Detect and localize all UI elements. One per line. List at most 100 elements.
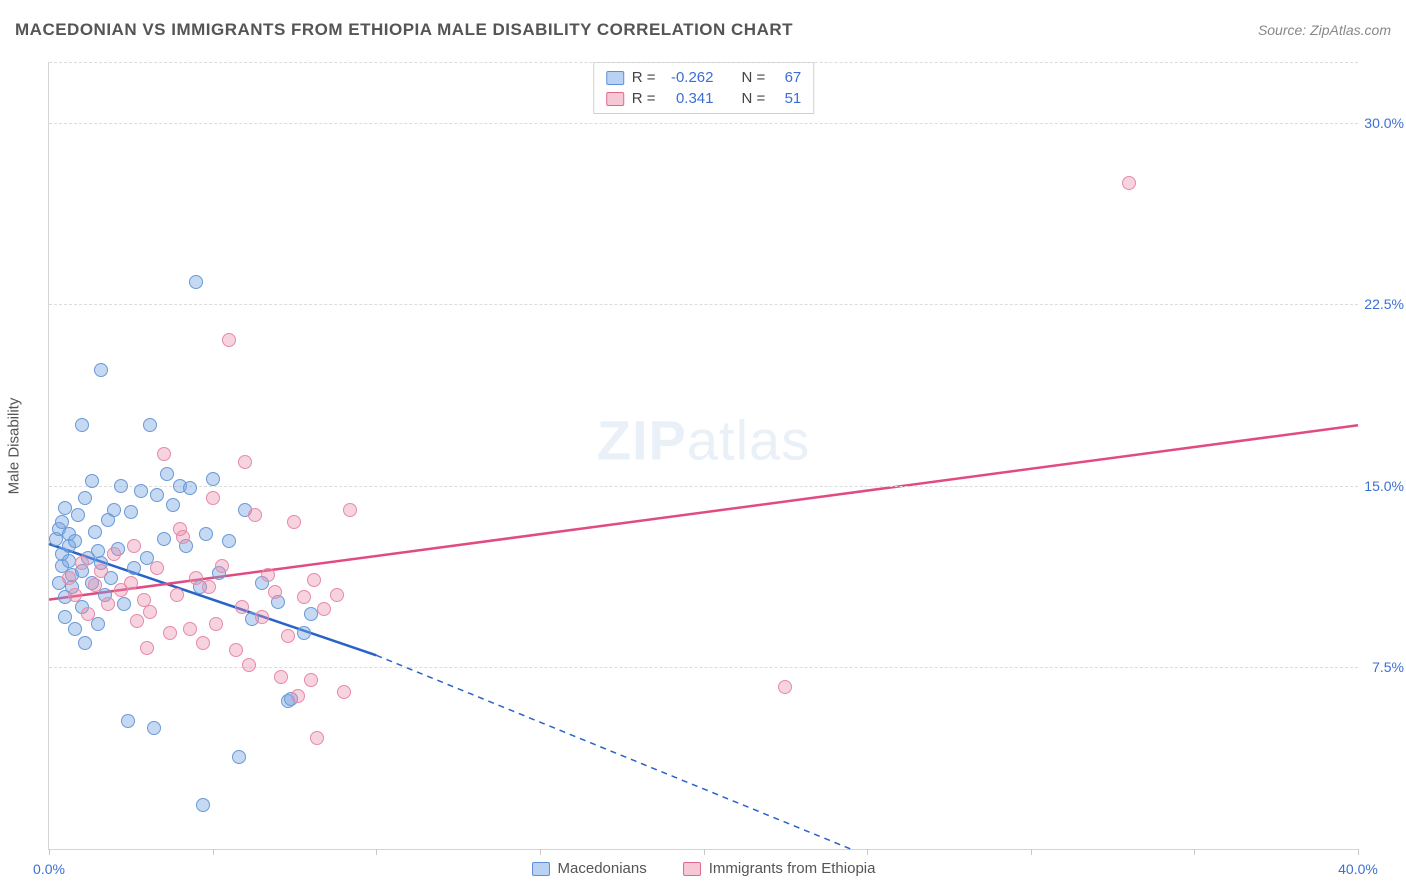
data-point — [202, 580, 216, 594]
data-point — [160, 467, 174, 481]
data-point — [127, 561, 141, 575]
y-tick-label: 15.0% — [1360, 478, 1404, 494]
data-point — [222, 333, 236, 347]
data-point — [297, 590, 311, 604]
series-legend-item: Macedonians — [532, 860, 647, 877]
data-point — [94, 564, 108, 578]
data-point — [157, 447, 171, 461]
data-point — [173, 522, 187, 536]
data-point — [78, 491, 92, 505]
data-point — [130, 614, 144, 628]
data-point — [291, 689, 305, 703]
data-point — [343, 503, 357, 517]
data-point — [310, 731, 324, 745]
data-point — [183, 481, 197, 495]
data-point — [1122, 176, 1136, 190]
x-tick-label: 40.0% — [1338, 861, 1378, 877]
data-point — [150, 488, 164, 502]
chart-title: MACEDONIAN VS IMMIGRANTS FROM ETHIOPIA M… — [15, 20, 793, 40]
data-point — [287, 515, 301, 529]
data-point — [157, 532, 171, 546]
data-point — [114, 479, 128, 493]
data-point — [297, 626, 311, 640]
data-point — [68, 588, 82, 602]
r-value: 0.341 — [664, 90, 714, 107]
data-point — [163, 626, 177, 640]
data-point — [166, 498, 180, 512]
correlation-legend: R =-0.262N =67R =0.341N =51 — [593, 62, 815, 114]
data-point — [242, 658, 256, 672]
data-point — [232, 750, 246, 764]
data-point — [183, 622, 197, 636]
data-point — [107, 503, 121, 517]
legend-swatch — [606, 92, 624, 106]
y-tick-label: 7.5% — [1360, 659, 1404, 675]
data-point — [94, 363, 108, 377]
legend-swatch — [683, 862, 701, 876]
correlation-legend-row: R = 0.341 N = 51 — [606, 88, 802, 109]
y-axis-label: Male Disability — [6, 398, 23, 495]
x-tick-label: 0.0% — [33, 861, 65, 877]
data-point — [140, 641, 154, 655]
data-point — [235, 600, 249, 614]
data-point — [281, 629, 295, 643]
data-point — [88, 578, 102, 592]
n-label: N = — [742, 90, 766, 107]
data-point — [147, 721, 161, 735]
series-legend-label: Immigrants from Ethiopia — [709, 860, 876, 877]
data-point — [78, 636, 92, 650]
data-point — [778, 680, 792, 694]
x-tick — [704, 849, 705, 855]
series-legend-label: Macedonians — [558, 860, 647, 877]
correlation-legend-row: R =-0.262N =67 — [606, 67, 802, 88]
gridline — [49, 123, 1358, 124]
data-point — [170, 588, 184, 602]
r-label: R = — [632, 90, 656, 107]
data-point — [206, 472, 220, 486]
n-label: N = — [742, 69, 766, 86]
data-point — [317, 602, 331, 616]
data-point — [196, 798, 210, 812]
data-point — [88, 525, 102, 539]
gridline — [49, 304, 1358, 305]
r-label: R = — [632, 69, 656, 86]
data-point — [134, 484, 148, 498]
data-point — [58, 501, 72, 515]
x-tick — [376, 849, 377, 855]
data-point — [71, 508, 85, 522]
data-point — [261, 568, 275, 582]
data-point — [85, 474, 99, 488]
data-point — [101, 597, 115, 611]
data-point — [150, 561, 164, 575]
data-point — [81, 607, 95, 621]
data-point — [337, 685, 351, 699]
data-point — [117, 597, 131, 611]
x-tick — [1358, 849, 1359, 855]
plot-area: ZIPatlas R =-0.262N =67R =0.341N =51 Mac… — [48, 62, 1358, 850]
data-point — [330, 588, 344, 602]
data-point — [124, 576, 138, 590]
data-point — [206, 491, 220, 505]
gridline — [49, 486, 1358, 487]
data-point — [62, 571, 76, 585]
data-point — [124, 505, 138, 519]
y-tick-label: 22.5% — [1360, 296, 1404, 312]
data-point — [268, 585, 282, 599]
data-point — [143, 605, 157, 619]
data-point — [222, 534, 236, 548]
data-point — [215, 559, 229, 573]
data-point — [248, 508, 262, 522]
data-point — [189, 275, 203, 289]
data-point — [143, 418, 157, 432]
r-value: -0.262 — [664, 69, 714, 86]
legend-swatch — [606, 71, 624, 85]
x-tick — [1031, 849, 1032, 855]
data-point — [255, 610, 269, 624]
source-label: Source: ZipAtlas.com — [1258, 22, 1391, 38]
data-point — [304, 673, 318, 687]
n-value: 51 — [773, 90, 801, 107]
legend-swatch — [532, 862, 550, 876]
data-point — [196, 636, 210, 650]
data-point — [199, 527, 213, 541]
data-point — [189, 571, 203, 585]
